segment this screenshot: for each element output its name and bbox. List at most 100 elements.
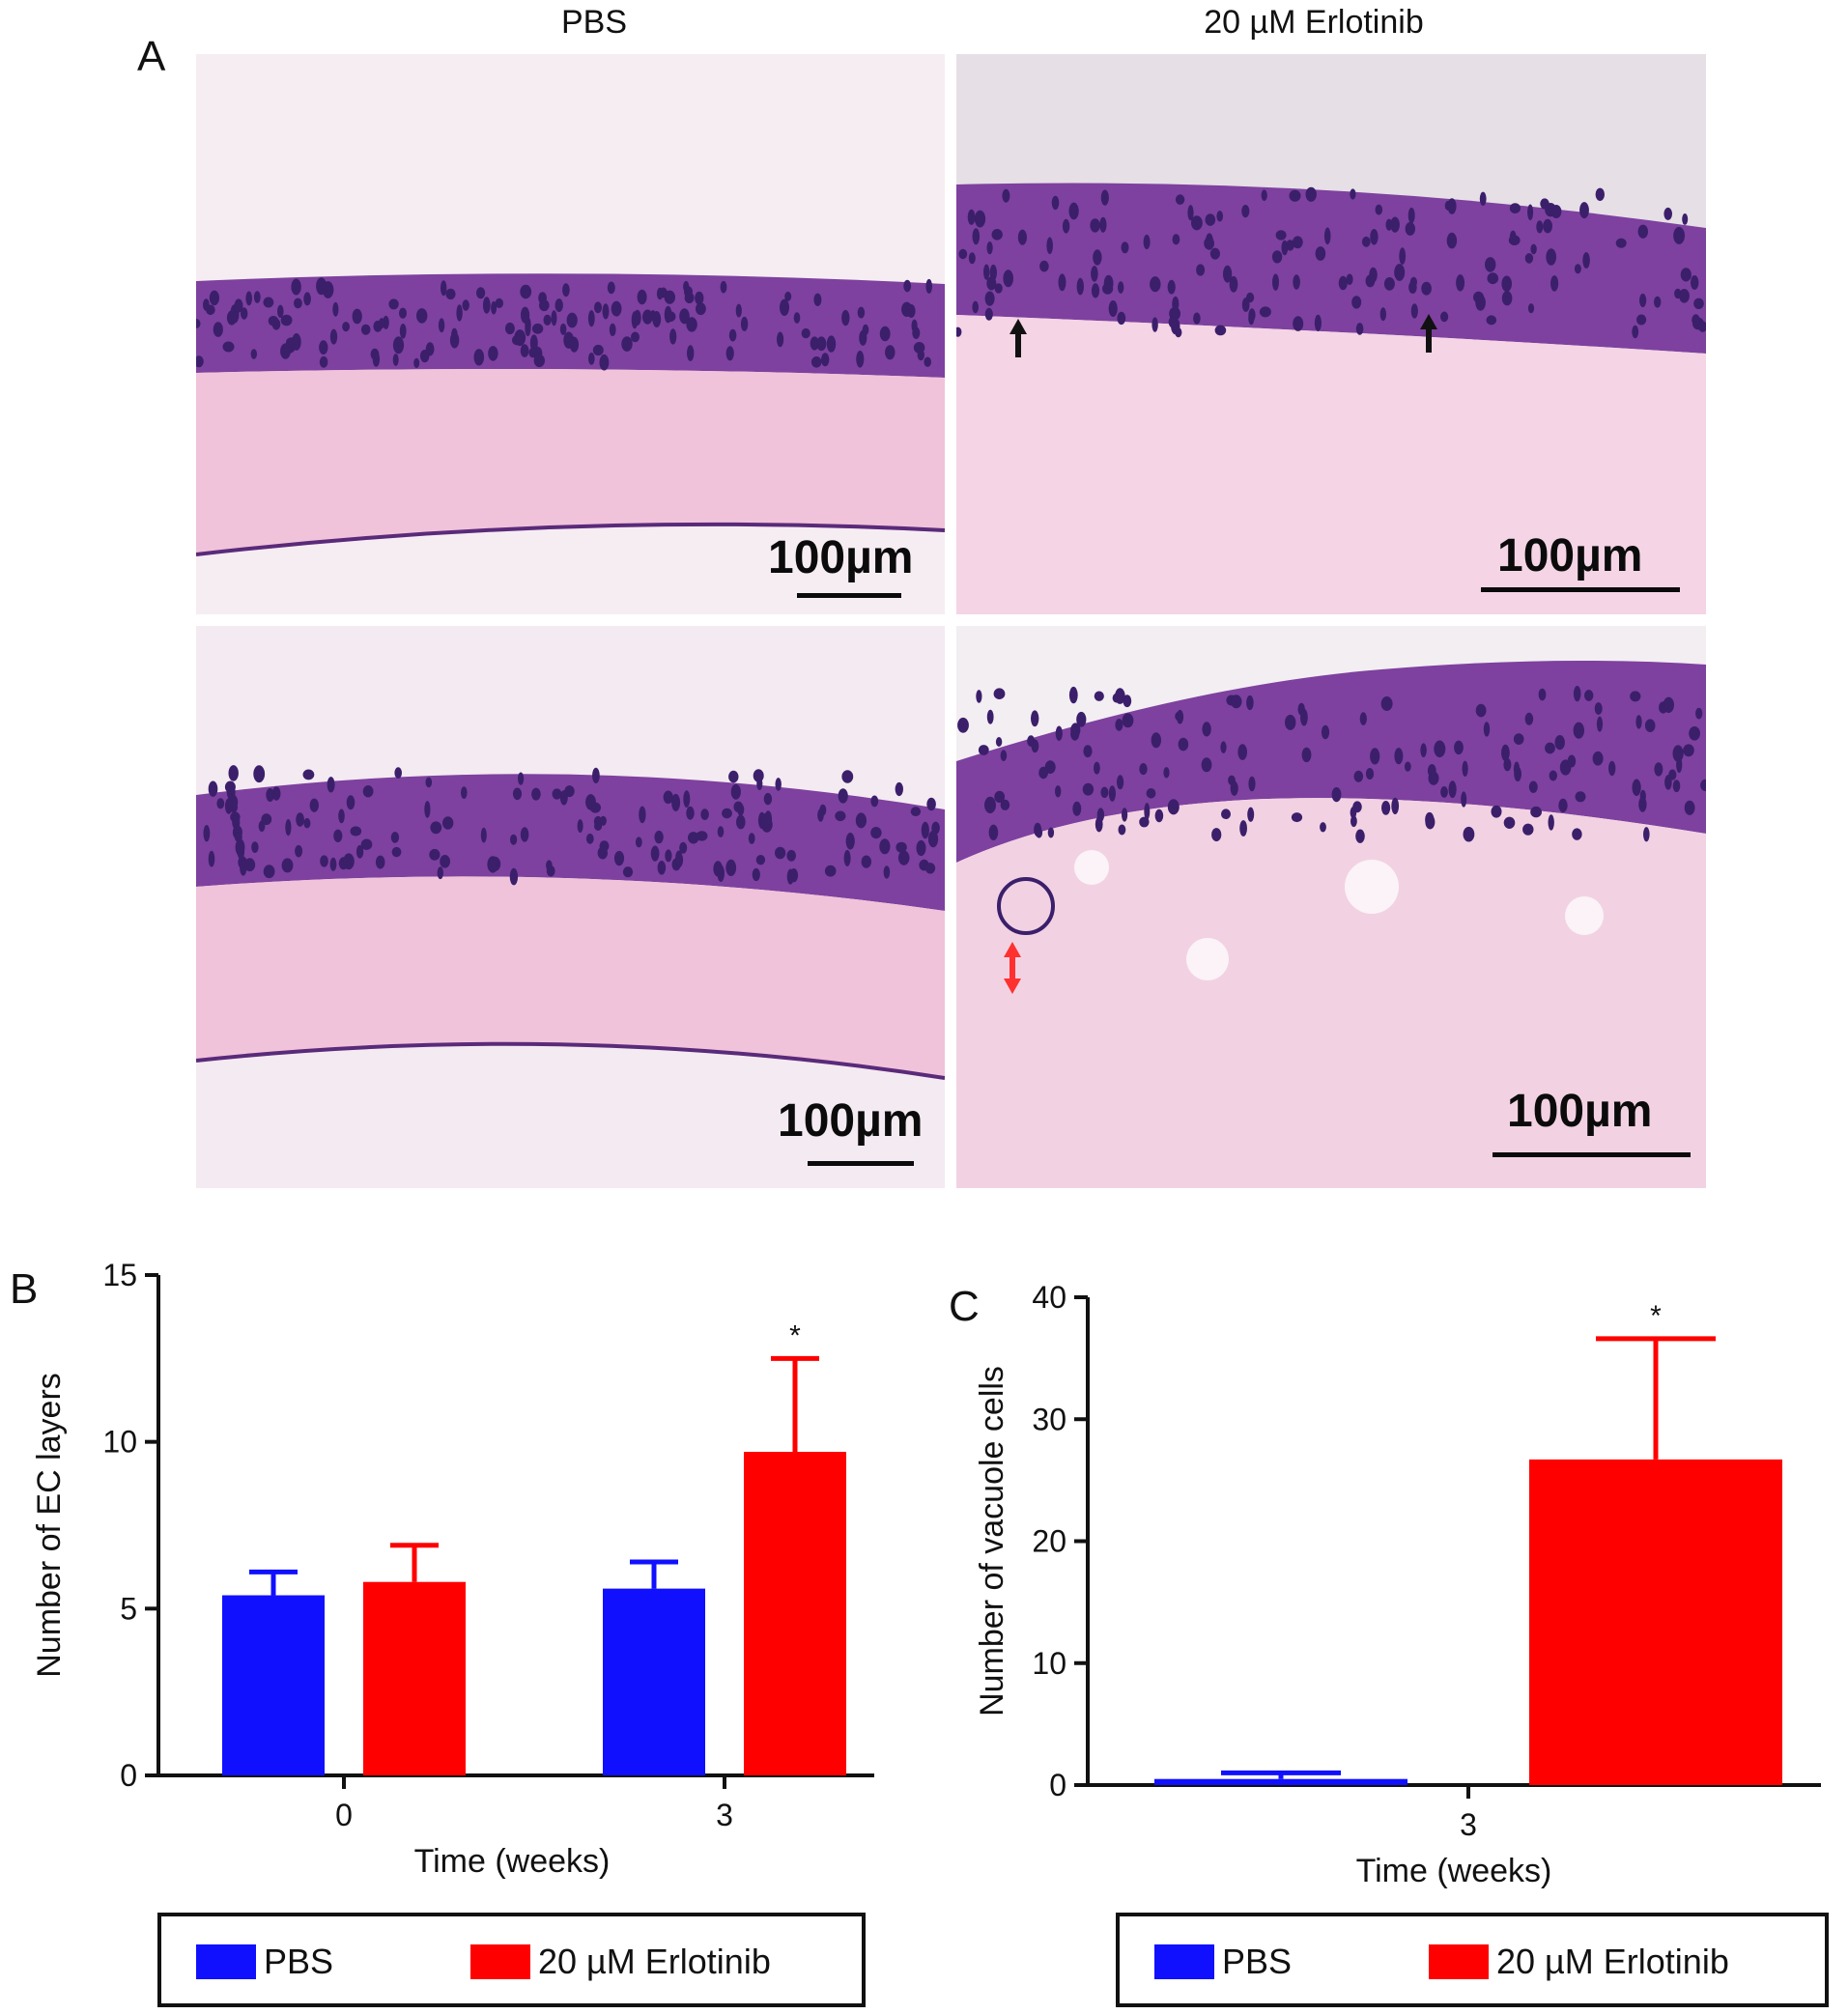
nucleus — [1070, 726, 1080, 741]
nucleus — [622, 866, 634, 878]
y-axis-label: Number of vacuole cells — [974, 1366, 1010, 1716]
red-arrow — [1004, 942, 1021, 994]
nucleus — [346, 795, 355, 810]
nucleus — [857, 306, 866, 319]
nucleus — [1427, 764, 1436, 778]
nucleus — [686, 317, 697, 332]
nucleus — [696, 302, 706, 316]
bar-erlotinib — [1529, 1459, 1782, 1785]
nucleus — [855, 812, 867, 829]
y-tick-label: 40 — [1032, 1280, 1066, 1315]
nucleus — [525, 320, 531, 337]
nucleus — [1370, 748, 1380, 765]
nucleus — [1550, 205, 1562, 218]
nucleus — [763, 792, 773, 806]
nucleus — [1246, 292, 1255, 303]
nucleus — [1536, 220, 1544, 234]
nucleus — [669, 328, 677, 345]
nucleus — [1473, 291, 1484, 303]
nucleus — [1491, 805, 1502, 818]
nucleus — [683, 790, 691, 808]
nucleus — [1365, 768, 1375, 780]
legend-swatch-erlotinib — [470, 1944, 530, 1979]
significance-marker: * — [789, 1319, 801, 1351]
nucleus — [1700, 779, 1706, 791]
nucleus — [521, 306, 530, 324]
nucleus — [1051, 195, 1060, 211]
nucleus — [777, 331, 784, 348]
nucleus — [1350, 188, 1356, 200]
nucleus — [901, 301, 913, 317]
panel-a-letter: A — [137, 33, 166, 80]
nucleus — [1320, 822, 1326, 833]
nucleus — [1365, 274, 1376, 288]
nucleus — [296, 812, 304, 827]
nucleus — [294, 298, 302, 309]
nucleus — [722, 808, 732, 819]
nucleus — [1408, 281, 1417, 294]
nucleus — [1205, 213, 1216, 226]
nucleus — [196, 319, 201, 328]
nucleus — [512, 787, 523, 801]
nucleus — [280, 343, 291, 359]
nucleus — [991, 229, 1003, 241]
legend-c-pbs: PBS — [1154, 1942, 1292, 1982]
nucleus — [1175, 194, 1185, 205]
nucleus — [429, 848, 441, 861]
nucleus — [442, 816, 454, 830]
nucleus — [656, 287, 664, 300]
nucleus — [1635, 715, 1642, 729]
nucleus — [1118, 824, 1126, 836]
nucleus — [1093, 249, 1102, 266]
nucleus — [1072, 801, 1082, 816]
nucleus — [1404, 761, 1411, 772]
nucleus — [512, 334, 523, 346]
nucleus — [319, 355, 328, 368]
nucleus — [1216, 211, 1223, 222]
nucleus — [835, 810, 846, 822]
nucleus — [372, 352, 381, 367]
nucleus — [1632, 779, 1641, 797]
nucleus — [280, 314, 293, 326]
nucleus — [986, 276, 997, 291]
nucleus — [1163, 767, 1170, 779]
nucleus — [196, 355, 204, 368]
nucleus — [972, 300, 979, 314]
nucleus — [665, 849, 672, 863]
nucleus — [343, 853, 355, 870]
nucleus — [1038, 766, 1048, 780]
nucleus — [1673, 226, 1685, 244]
nucleus — [562, 283, 570, 298]
nucleus — [1102, 283, 1114, 295]
nucleus — [291, 278, 301, 296]
nucleus — [988, 824, 999, 840]
nucleus — [281, 858, 294, 873]
nucleus — [679, 841, 688, 854]
nucleus — [1594, 702, 1603, 715]
nucleus — [1636, 314, 1647, 326]
nucleus — [926, 797, 936, 811]
nucleus — [203, 825, 211, 842]
nucleus — [329, 857, 337, 871]
nucleus — [303, 817, 311, 829]
nucleus — [599, 354, 610, 371]
nucleus — [1237, 744, 1247, 760]
chart-c: 0 10 20 30 40 * 3 Time (weeks) Number of vacuole… — [974, 1280, 1821, 1889]
nucleus — [1637, 224, 1648, 239]
nucleus — [295, 844, 303, 858]
nucleus — [1440, 786, 1448, 798]
nuclei-layer — [956, 186, 1706, 339]
panel-c-letter: C — [949, 1283, 980, 1330]
nucleus — [559, 790, 568, 806]
nucleus — [208, 850, 215, 867]
nucleus — [793, 312, 801, 324]
nucleus — [1447, 198, 1457, 214]
nucleus — [972, 228, 981, 245]
x-axis-label: Time (weeks) — [414, 1843, 611, 1880]
nucleus — [1596, 716, 1604, 732]
legend-b: PBS 20 µM Erlotinib — [157, 1913, 866, 2007]
nucleus — [533, 354, 545, 368]
nucleus — [1664, 775, 1672, 790]
nucleus — [1558, 798, 1568, 812]
nucleus — [437, 866, 443, 880]
